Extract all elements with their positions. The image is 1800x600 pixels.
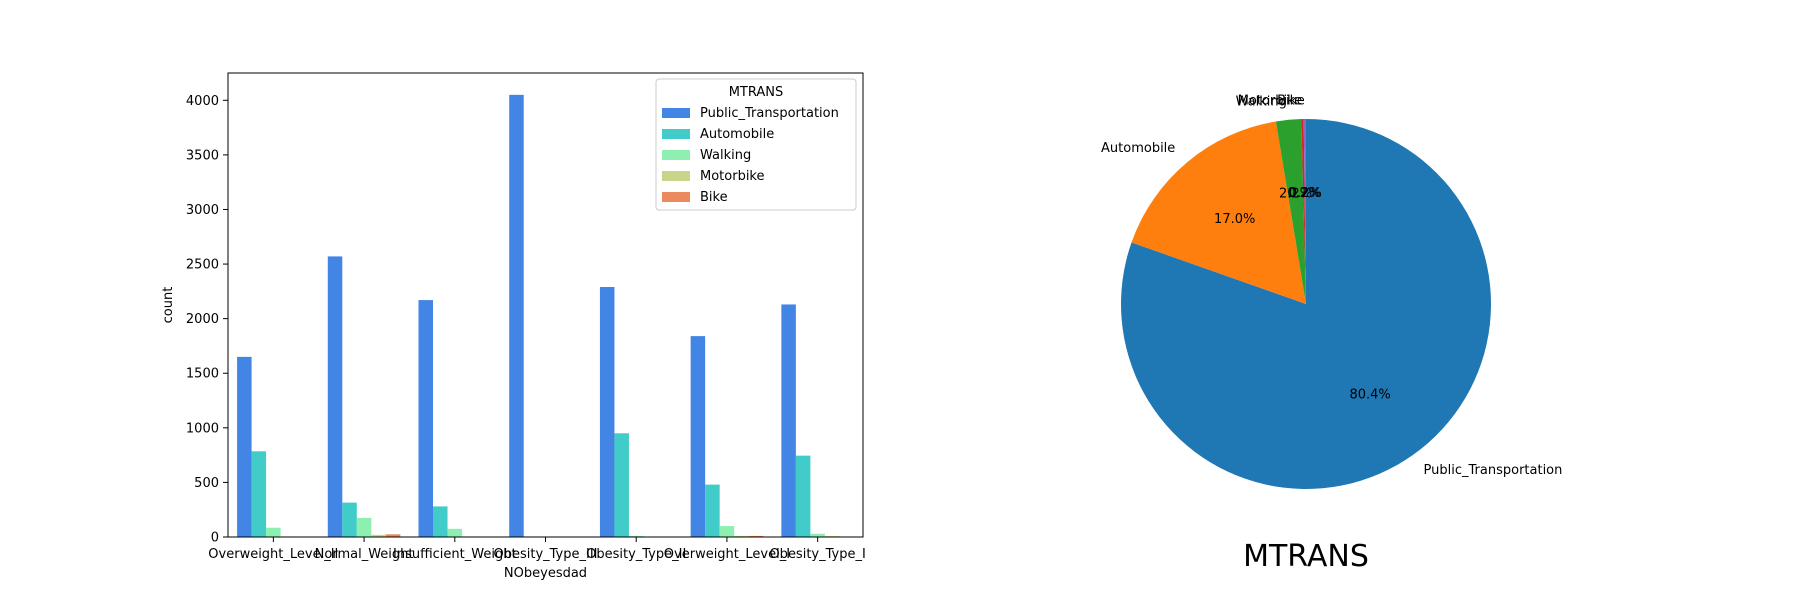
bar	[781, 304, 796, 537]
bar-y-axis-label: count	[161, 287, 176, 324]
pie-slice	[1301, 119, 1306, 304]
pie-slice	[1131, 121, 1306, 304]
bar	[810, 533, 825, 537]
y-tick-label: 2500	[186, 258, 219, 273]
pie-chart: Public_Transportation 80.4% Automobile 17.0…	[1101, 94, 1562, 574]
legend-entry: Bike	[700, 190, 728, 205]
bar	[356, 517, 372, 537]
legend-swatch	[662, 171, 690, 181]
bar-x-axis: Overweight_Level_IINormal_WeightInsuffic…	[208, 537, 866, 562]
legend-entry: Motorbike	[700, 169, 765, 184]
bar	[599, 286, 615, 537]
pie-slices-group	[1121, 119, 1491, 489]
y-tick-label: 2000	[186, 312, 219, 327]
pie-slice	[1275, 119, 1306, 304]
bar	[614, 433, 629, 537]
x-tick-label: Overweight_Level_II	[208, 547, 338, 562]
x-tick-label: Normal_Weight	[315, 547, 414, 562]
y-tick-label: 0	[211, 531, 219, 546]
bar-chart: 0 500 1000 1500 2000 2500 3000 3500 4000 Overwei…	[161, 72, 866, 581]
y-tick-label: 3500	[186, 148, 219, 163]
bar	[447, 528, 463, 537]
bar	[237, 356, 252, 537]
bar	[418, 300, 434, 537]
pie-slice-label: Bike	[1277, 94, 1305, 109]
pie-pct-label: 2.2%	[1279, 186, 1312, 201]
bar	[734, 535, 749, 537]
legend-frame	[655, 78, 857, 211]
bar	[251, 451, 267, 537]
pie-slice-label: Public_Transportation	[1424, 463, 1563, 478]
legend-swatch	[662, 192, 690, 202]
bar	[371, 534, 386, 537]
bar	[628, 535, 644, 537]
y-tick-label: 1000	[186, 421, 219, 436]
bar	[705, 484, 720, 537]
pie-slice-label: Walking	[1236, 94, 1287, 109]
bar	[266, 527, 281, 537]
legend-title: MTRANS	[729, 85, 784, 100]
bar	[719, 526, 735, 537]
bar	[690, 336, 706, 537]
bar-y-axis: 0 500 1000 1500 2000 2500 3000 3500 4000	[186, 94, 228, 546]
legend-swatch	[662, 108, 690, 118]
legend-entry: Automobile	[700, 127, 774, 142]
x-tick-label: Insufficient_Weight	[393, 547, 517, 562]
pie-pct-label: 0.2%	[1287, 186, 1320, 201]
pie-slice-label: Motorbike	[1238, 94, 1303, 109]
pie-pct-label: 80.4%	[1349, 388, 1390, 403]
pie-title: MTRANS	[1243, 539, 1369, 574]
x-tick-label: Obesity_Type_I	[769, 547, 865, 562]
pie-pct-label: 17.0%	[1214, 212, 1255, 227]
bar	[748, 535, 764, 537]
legend-entry: Walking	[700, 148, 751, 163]
bar	[509, 94, 524, 537]
y-tick-label: 3000	[186, 203, 219, 218]
legend-swatch	[662, 129, 690, 139]
pie-slice-label: Automobile	[1101, 141, 1175, 156]
y-tick-label: 500	[194, 476, 219, 491]
y-tick-label: 4000	[186, 94, 219, 109]
legend-swatch	[662, 150, 690, 160]
bar-legend: MTRANS Public_Transportation Automobile Wal…	[655, 78, 857, 211]
bar	[327, 256, 343, 537]
bar	[385, 534, 401, 537]
bar-x-axis-label: NObeyesdad	[504, 566, 587, 581]
bar	[433, 506, 448, 537]
pie-labels-group: Public_Transportation 80.4% Automobile 17.0…	[1101, 94, 1562, 479]
bar	[795, 455, 811, 537]
x-tick-label: Overweight_Level_I	[664, 547, 790, 562]
pie-pct-label: 0.2%	[1289, 186, 1322, 201]
y-tick-label: 1500	[186, 367, 219, 382]
bar-series-group	[237, 94, 854, 537]
pie-slice	[1303, 119, 1306, 304]
x-tick-label: Obesity_Type_II	[586, 547, 686, 562]
legend-entry: Public_Transportation	[700, 106, 839, 121]
x-tick-label: Obesity_Type_III	[493, 547, 597, 562]
bar	[342, 502, 357, 537]
